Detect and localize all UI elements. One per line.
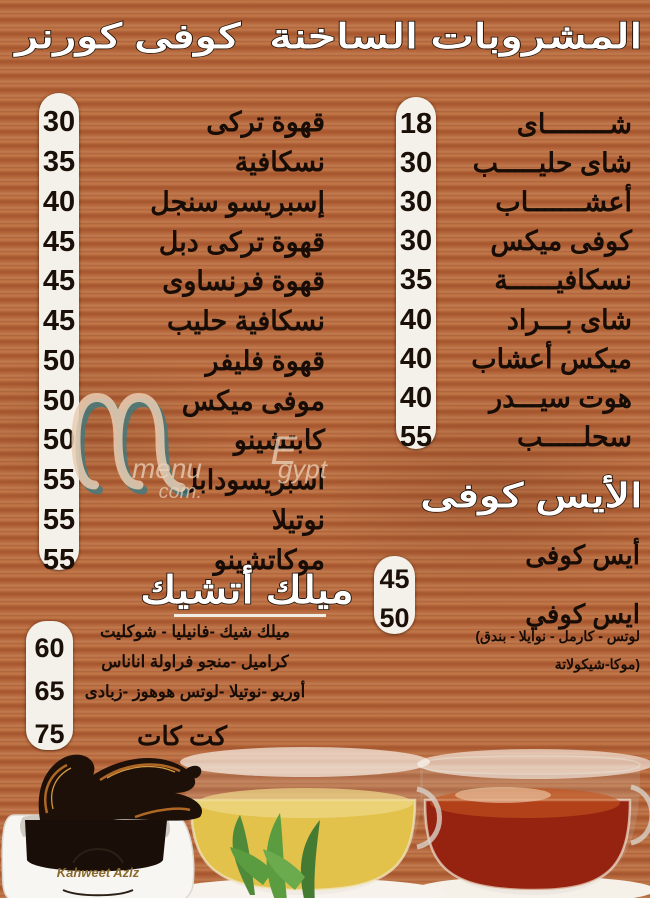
svg-text:.com: .com — [159, 481, 202, 503]
svg-text:gypt: gypt — [278, 454, 329, 484]
svg-text:menu: menu — [132, 453, 202, 484]
svg-text:Kahweet Aziz: Kahweet Aziz — [57, 865, 140, 880]
